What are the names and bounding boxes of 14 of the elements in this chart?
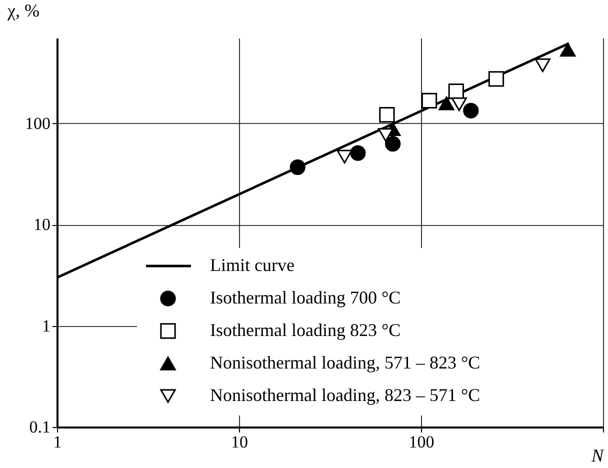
y-axis-title: χ, % <box>6 0 40 20</box>
legend-label: Isothermal loading 823 °C <box>210 320 401 340</box>
legend-label: Limit curve <box>210 255 294 275</box>
y-tick-label: 1 <box>42 316 50 336</box>
y-tick-label: 0.1 <box>29 418 50 436</box>
y-tick-label: 100 <box>25 114 50 133</box>
legend-label: Isothermal loading 700 °C <box>210 288 401 308</box>
legend-label: Nonisothermal loading, 571 – 823 °C <box>210 352 480 372</box>
legend-label: Nonisothermal loading, 823 – 571 °C <box>210 385 480 405</box>
y-tick-label: 10 <box>34 215 50 234</box>
x-tick-label: 100 <box>408 432 434 452</box>
x-tick-label: 10 <box>231 432 248 452</box>
x-axis-title: N <box>590 446 604 466</box>
x-tick-label: 1 <box>53 432 62 452</box>
